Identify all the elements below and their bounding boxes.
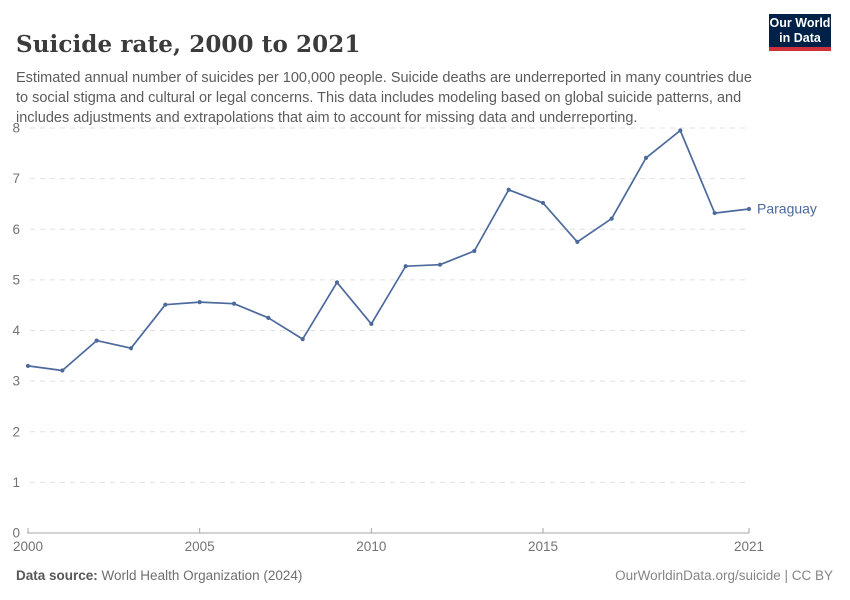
data-point xyxy=(94,338,99,343)
data-point xyxy=(609,216,614,221)
data-point xyxy=(128,346,134,351)
x-tick-label: 2015 xyxy=(528,539,558,554)
y-tick-label: 6 xyxy=(12,222,20,237)
data-point xyxy=(540,200,546,206)
owid-logo-line2: in Data xyxy=(779,30,821,45)
x-tick-label: 2000 xyxy=(13,539,43,554)
data-point xyxy=(678,128,683,133)
owid-logo[interactable]: Our World in Data xyxy=(769,14,831,51)
data-source-value: World Health Organization (2024) xyxy=(101,568,303,583)
data-point xyxy=(25,363,31,369)
data-point xyxy=(712,210,717,216)
chart-title: Suicide rate, 2000 to 2021 xyxy=(16,31,361,59)
data-point xyxy=(369,321,374,327)
owid-logo-line1: Our World xyxy=(769,16,831,30)
data-point xyxy=(472,248,477,254)
data-source-note: Data source: World Health Organization (… xyxy=(16,568,302,583)
y-tick-label: 2 xyxy=(12,424,20,439)
data-point xyxy=(746,206,752,212)
y-tick-label: 7 xyxy=(12,171,20,186)
y-tick-label: 3 xyxy=(12,374,20,389)
chart-footer: Data source: World Health Organization (… xyxy=(16,568,833,583)
data-point xyxy=(575,239,580,245)
x-tick-label: 2021 xyxy=(734,539,764,554)
data-point xyxy=(163,302,168,307)
data-point xyxy=(60,368,65,373)
data-point xyxy=(506,187,511,192)
data-point xyxy=(334,280,340,285)
series-label: Paraguay xyxy=(757,201,817,217)
data-point xyxy=(300,337,305,342)
data-point xyxy=(266,315,271,320)
y-tick-label: 4 xyxy=(12,323,20,338)
x-tick-label: 2010 xyxy=(356,539,386,554)
owid-link[interactable]: OurWorldinData.org/suicide | CC BY xyxy=(615,568,833,583)
y-tick-label: 5 xyxy=(12,272,20,287)
data-line xyxy=(27,129,750,372)
data-point xyxy=(437,262,443,267)
y-tick-label: 0 xyxy=(12,526,20,541)
y-tick-label: 8 xyxy=(12,121,20,136)
x-tick-label: 2005 xyxy=(185,539,215,554)
data-point xyxy=(231,301,237,306)
data-point xyxy=(197,300,202,305)
data-point xyxy=(643,155,649,160)
chart-subtitle: Estimated annual number of suicides per … xyxy=(16,69,752,127)
y-tick-label: 1 xyxy=(12,475,20,490)
data-point xyxy=(403,264,408,269)
data-source-label: Data source: xyxy=(16,568,98,583)
